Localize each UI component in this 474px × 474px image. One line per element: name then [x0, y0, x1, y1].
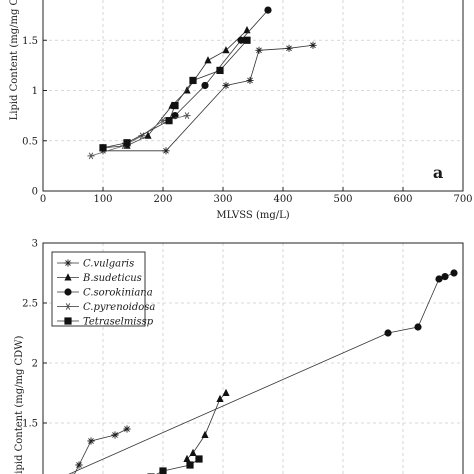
- data-point-tetraselmissp: [123, 139, 131, 147]
- data-point-b-sudeticus: [183, 454, 191, 462]
- data-point-c-vulgaris: [162, 147, 170, 155]
- y-tick-label-a: 0.5: [22, 136, 38, 147]
- y-tick-label-a: 1: [32, 86, 38, 97]
- data-point-b-sudeticus: [189, 448, 197, 456]
- legend-label: C.sorokiniana: [83, 288, 153, 299]
- series-c-sorokiniana-a: [171, 6, 272, 120]
- legend-marker-tetraselmissp: [64, 317, 72, 325]
- x-tick-label-a: 700: [453, 194, 472, 205]
- legend-label: C.pyrenoidosa: [83, 302, 155, 313]
- data-point-c-vulgaris: [111, 431, 119, 439]
- series-line-c-sorokiniana: [174, 9, 269, 116]
- x-tick-label-a: 400: [273, 194, 292, 205]
- data-point-tetraselmissp: [159, 467, 167, 474]
- data-point-c-vulgaris: [285, 44, 293, 52]
- x-tick-label-a: 600: [393, 194, 412, 205]
- data-point-tetraselmissp: [186, 461, 194, 469]
- x-tick-label-a: 500: [333, 194, 352, 205]
- data-point-tetraselmissp: [195, 455, 203, 463]
- y-tick-label-b: 2: [32, 359, 38, 370]
- legend-item-b-sudeticus: B.sudeticus: [57, 273, 142, 284]
- legend-label: Tetraselmissp: [83, 317, 154, 328]
- legend-item-tetraselmissp: Tetraselmissp: [57, 317, 154, 328]
- y-tick-label-b: 2.5: [22, 299, 38, 310]
- series-b-sudeticus-b: [183, 388, 230, 462]
- data-point-c-sorokiniana: [201, 81, 209, 90]
- data-point-c-sorokiniana: [414, 323, 422, 331]
- series-tetraselmissp-a: [99, 36, 251, 152]
- series-line-tetraselmissp: [156, 458, 200, 474]
- x-tick-label-a: 0: [40, 194, 46, 205]
- data-point-b-sudeticus: [144, 131, 152, 139]
- y-tick-label-a: 1.5: [22, 36, 38, 47]
- data-point-tetraselmissp: [99, 144, 107, 152]
- chart-panel-b: 1.5 2 2.5 3 Lipid Content (mg/mg CDW) C.vul…: [14, 239, 464, 474]
- data-point-tetraselmissp: [171, 101, 179, 110]
- data-point-c-sorokiniana: [237, 36, 245, 44]
- data-point-c-vulgaris: [87, 437, 95, 445]
- y-axis-label-a: Lipid Content (mg/mg CDW): [9, 0, 20, 120]
- data-point-c-sorokiniana: [435, 275, 443, 283]
- series-b-sudeticus-a: [99, 26, 251, 151]
- data-point-tetraselmissp: [165, 117, 173, 125]
- data-point-tetraselmissp: [216, 66, 224, 74]
- series-tetraselmissp-b: [147, 455, 203, 474]
- legend-marker-c-sorokiniana: [64, 288, 72, 296]
- plot-frame-a: [42, 0, 464, 192]
- data-point-c-vulgaris: [75, 461, 83, 469]
- data-point-tetraselmissp: [243, 36, 251, 44]
- x-tick-label-a: 200: [153, 194, 172, 205]
- data-point-c-vulgaris: [309, 41, 317, 49]
- legend: C.vulgaris B.sudeticus C.sorokiniana C.pyre…: [51, 251, 155, 328]
- legend-item-c-sorokiniana: C.sorokiniana: [57, 288, 153, 299]
- grid-a: [43, 0, 463, 192]
- series-c-sorokiniana-b: [68, 269, 458, 474]
- legend-label: C.vulgaris: [83, 259, 134, 270]
- data-point-c-sorokiniana: [441, 273, 449, 281]
- y-tick-label-b: 3: [32, 239, 38, 250]
- data-point-c-pyrenoidosa: [87, 152, 95, 160]
- data-point-c-sorokiniana: [450, 269, 458, 277]
- plot-frame-b: [42, 242, 464, 474]
- data-point-b-sudeticus: [222, 388, 230, 396]
- data-point-b-sudeticus: [216, 394, 224, 402]
- series-line-tetraselmissp: [102, 39, 248, 149]
- series-c-pyrenoidosa-a: [87, 112, 191, 160]
- data-point-b-sudeticus: [243, 26, 251, 34]
- data-point-c-pyrenoidosa: [183, 112, 191, 120]
- x-tick-label-a: 300: [213, 194, 232, 205]
- legend-item-c-vulgaris: C.vulgaris: [57, 259, 134, 270]
- legend-items: C.vulgaris B.sudeticus C.sorokiniana C.pyre…: [57, 259, 155, 328]
- data-point-c-vulgaris: [222, 81, 230, 90]
- data-point-b-sudeticus: [204, 56, 212, 64]
- series-group-a: [87, 6, 317, 160]
- data-point-b-sudeticus: [201, 430, 209, 438]
- y-tick-label-a: 0: [32, 187, 38, 198]
- series-group-b: [68, 269, 458, 474]
- x-tick-label-a: 100: [93, 194, 112, 205]
- x-axis-label-a: MLVSS (mg/L): [216, 210, 289, 221]
- y-axis-label-b: Lipid Content (mg/mg CDW): [14, 336, 25, 474]
- data-point-c-vulgaris: [255, 46, 263, 54]
- panel-label-a: a: [433, 163, 443, 182]
- y-tick-label-b: 1.5: [22, 419, 38, 430]
- legend-marker-c-pyrenoidosa: [64, 303, 72, 310]
- legend-item-c-pyrenoidosa: C.pyrenoidosa: [57, 302, 155, 313]
- data-point-tetraselmissp: [189, 76, 197, 85]
- data-point-c-vulgaris: [246, 76, 254, 85]
- data-point-c-vulgaris: [123, 425, 131, 433]
- chart-panel-a: 0 0.5 1 1.5 0 100 200 300 400 500 600 700 Lipid Con…: [9, 0, 473, 221]
- legend-marker-b-sudeticus: [64, 273, 72, 281]
- legend-label: B.sudeticus: [82, 273, 142, 284]
- ticks-a: 0 0.5 1 1.5 0 100 200 300 400 500 600 700: [22, 36, 472, 205]
- legend-marker-c-vulgaris: [64, 259, 72, 267]
- data-point-c-sorokiniana: [384, 329, 392, 337]
- series-c-vulgaris-b: [72, 425, 131, 474]
- data-point-b-sudeticus: [222, 46, 230, 54]
- data-point-c-sorokiniana: [264, 6, 272, 14]
